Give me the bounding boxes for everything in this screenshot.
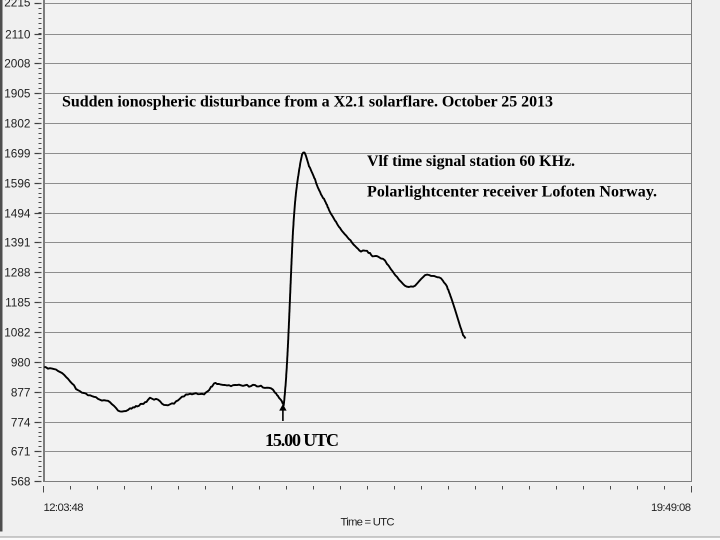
svg-text:2008: 2008 — [4, 56, 31, 70]
svg-text:1699: 1699 — [4, 146, 30, 160]
svg-text:15.00 UTC: 15.00 UTC — [265, 430, 339, 450]
svg-text:12:03:48: 12:03:48 — [44, 502, 84, 514]
svg-text:2110: 2110 — [5, 27, 31, 41]
svg-text:Vlf time signal station 60 KHz: Vlf time signal station 60 KHz. — [367, 153, 575, 170]
svg-text:671: 671 — [11, 444, 31, 458]
svg-text:2215: 2215 — [4, 0, 31, 9]
svg-text:774: 774 — [11, 415, 31, 429]
svg-text:877: 877 — [11, 385, 31, 399]
svg-text:1391: 1391 — [4, 235, 30, 249]
svg-text:980: 980 — [11, 355, 31, 369]
svg-text:1288: 1288 — [4, 265, 31, 279]
svg-text:Time = UTC: Time = UTC — [341, 517, 395, 529]
svg-text:1596: 1596 — [4, 176, 31, 190]
svg-text:1185: 1185 — [5, 295, 31, 309]
svg-text:1494: 1494 — [4, 206, 31, 220]
svg-text:Sudden ionospheric disturbance: Sudden ionospheric disturbance from a X2… — [62, 94, 553, 111]
svg-text:1082: 1082 — [4, 325, 30, 339]
svg-text:1905: 1905 — [4, 86, 31, 100]
svg-text:Polarlightcenter receiver Lofo: Polarlightcenter receiver Lofoten Norway… — [367, 184, 657, 201]
svg-text:19:49:08: 19:49:08 — [651, 502, 691, 514]
svg-text:568: 568 — [11, 474, 31, 488]
svg-text:1802: 1802 — [4, 116, 30, 130]
